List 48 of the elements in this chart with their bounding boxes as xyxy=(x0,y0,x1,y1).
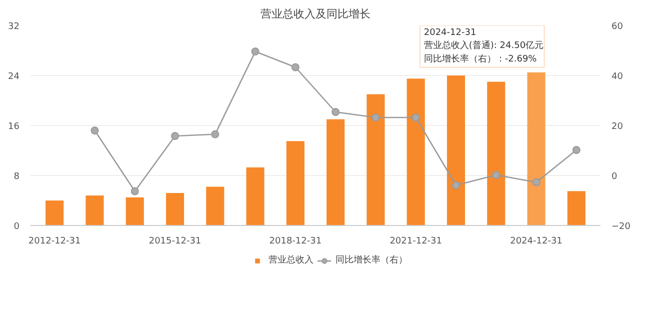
bar xyxy=(326,119,345,226)
point xyxy=(171,132,180,140)
legend-label: 同比增长率（右） xyxy=(336,254,408,266)
y2-tick-label: 40 xyxy=(612,72,624,82)
bar xyxy=(126,197,144,226)
annotation: 2024-12-31 xyxy=(424,28,476,38)
point xyxy=(211,130,220,138)
x-tick-label: 2024-12-31 xyxy=(510,236,562,246)
point xyxy=(291,63,300,72)
x-tick-label: 2021-12-31 xyxy=(390,236,442,246)
point xyxy=(452,181,460,190)
bar xyxy=(406,78,425,226)
y-tick-label: 0 xyxy=(14,222,20,232)
bar xyxy=(567,191,586,226)
x-tick-label: 2015-12-31 xyxy=(148,236,202,246)
y-tick-label: 8 xyxy=(14,172,20,182)
point xyxy=(372,114,380,122)
point xyxy=(412,114,420,122)
point xyxy=(532,178,540,186)
point xyxy=(332,108,340,116)
y2-tick-label: −20 xyxy=(612,222,631,232)
point xyxy=(90,126,99,134)
bar xyxy=(86,196,104,226)
bar xyxy=(46,200,64,226)
point xyxy=(130,187,139,196)
annotation: 同比增长率（右）：-2.69% xyxy=(424,53,538,64)
bar xyxy=(246,167,264,226)
point xyxy=(572,146,580,154)
bar xyxy=(446,76,466,226)
bar xyxy=(527,72,546,226)
y-tick-label: 24 xyxy=(8,72,20,82)
bar xyxy=(286,141,304,226)
legend-label: 营业总收入 xyxy=(268,254,314,266)
x-tick-label: 2012-12-31 xyxy=(28,236,81,246)
annotation: 营业总收入(普通): 24.50亿元 xyxy=(424,40,544,52)
bar xyxy=(366,94,385,226)
y-tick-label: 32 xyxy=(8,22,20,32)
point xyxy=(251,48,260,56)
y-tick-label: 16 xyxy=(8,122,20,132)
y2-tick-label: 60 xyxy=(612,22,624,32)
bar xyxy=(206,186,224,226)
chart-title: 营业总收入及同比增长 xyxy=(260,8,370,20)
y2-tick-label: 20 xyxy=(612,122,624,132)
y2-tick-label: 0 xyxy=(612,172,618,182)
x-tick-label: 2018-12-31 xyxy=(269,236,322,246)
bar xyxy=(487,82,506,226)
point xyxy=(492,171,500,179)
bar xyxy=(166,193,184,226)
